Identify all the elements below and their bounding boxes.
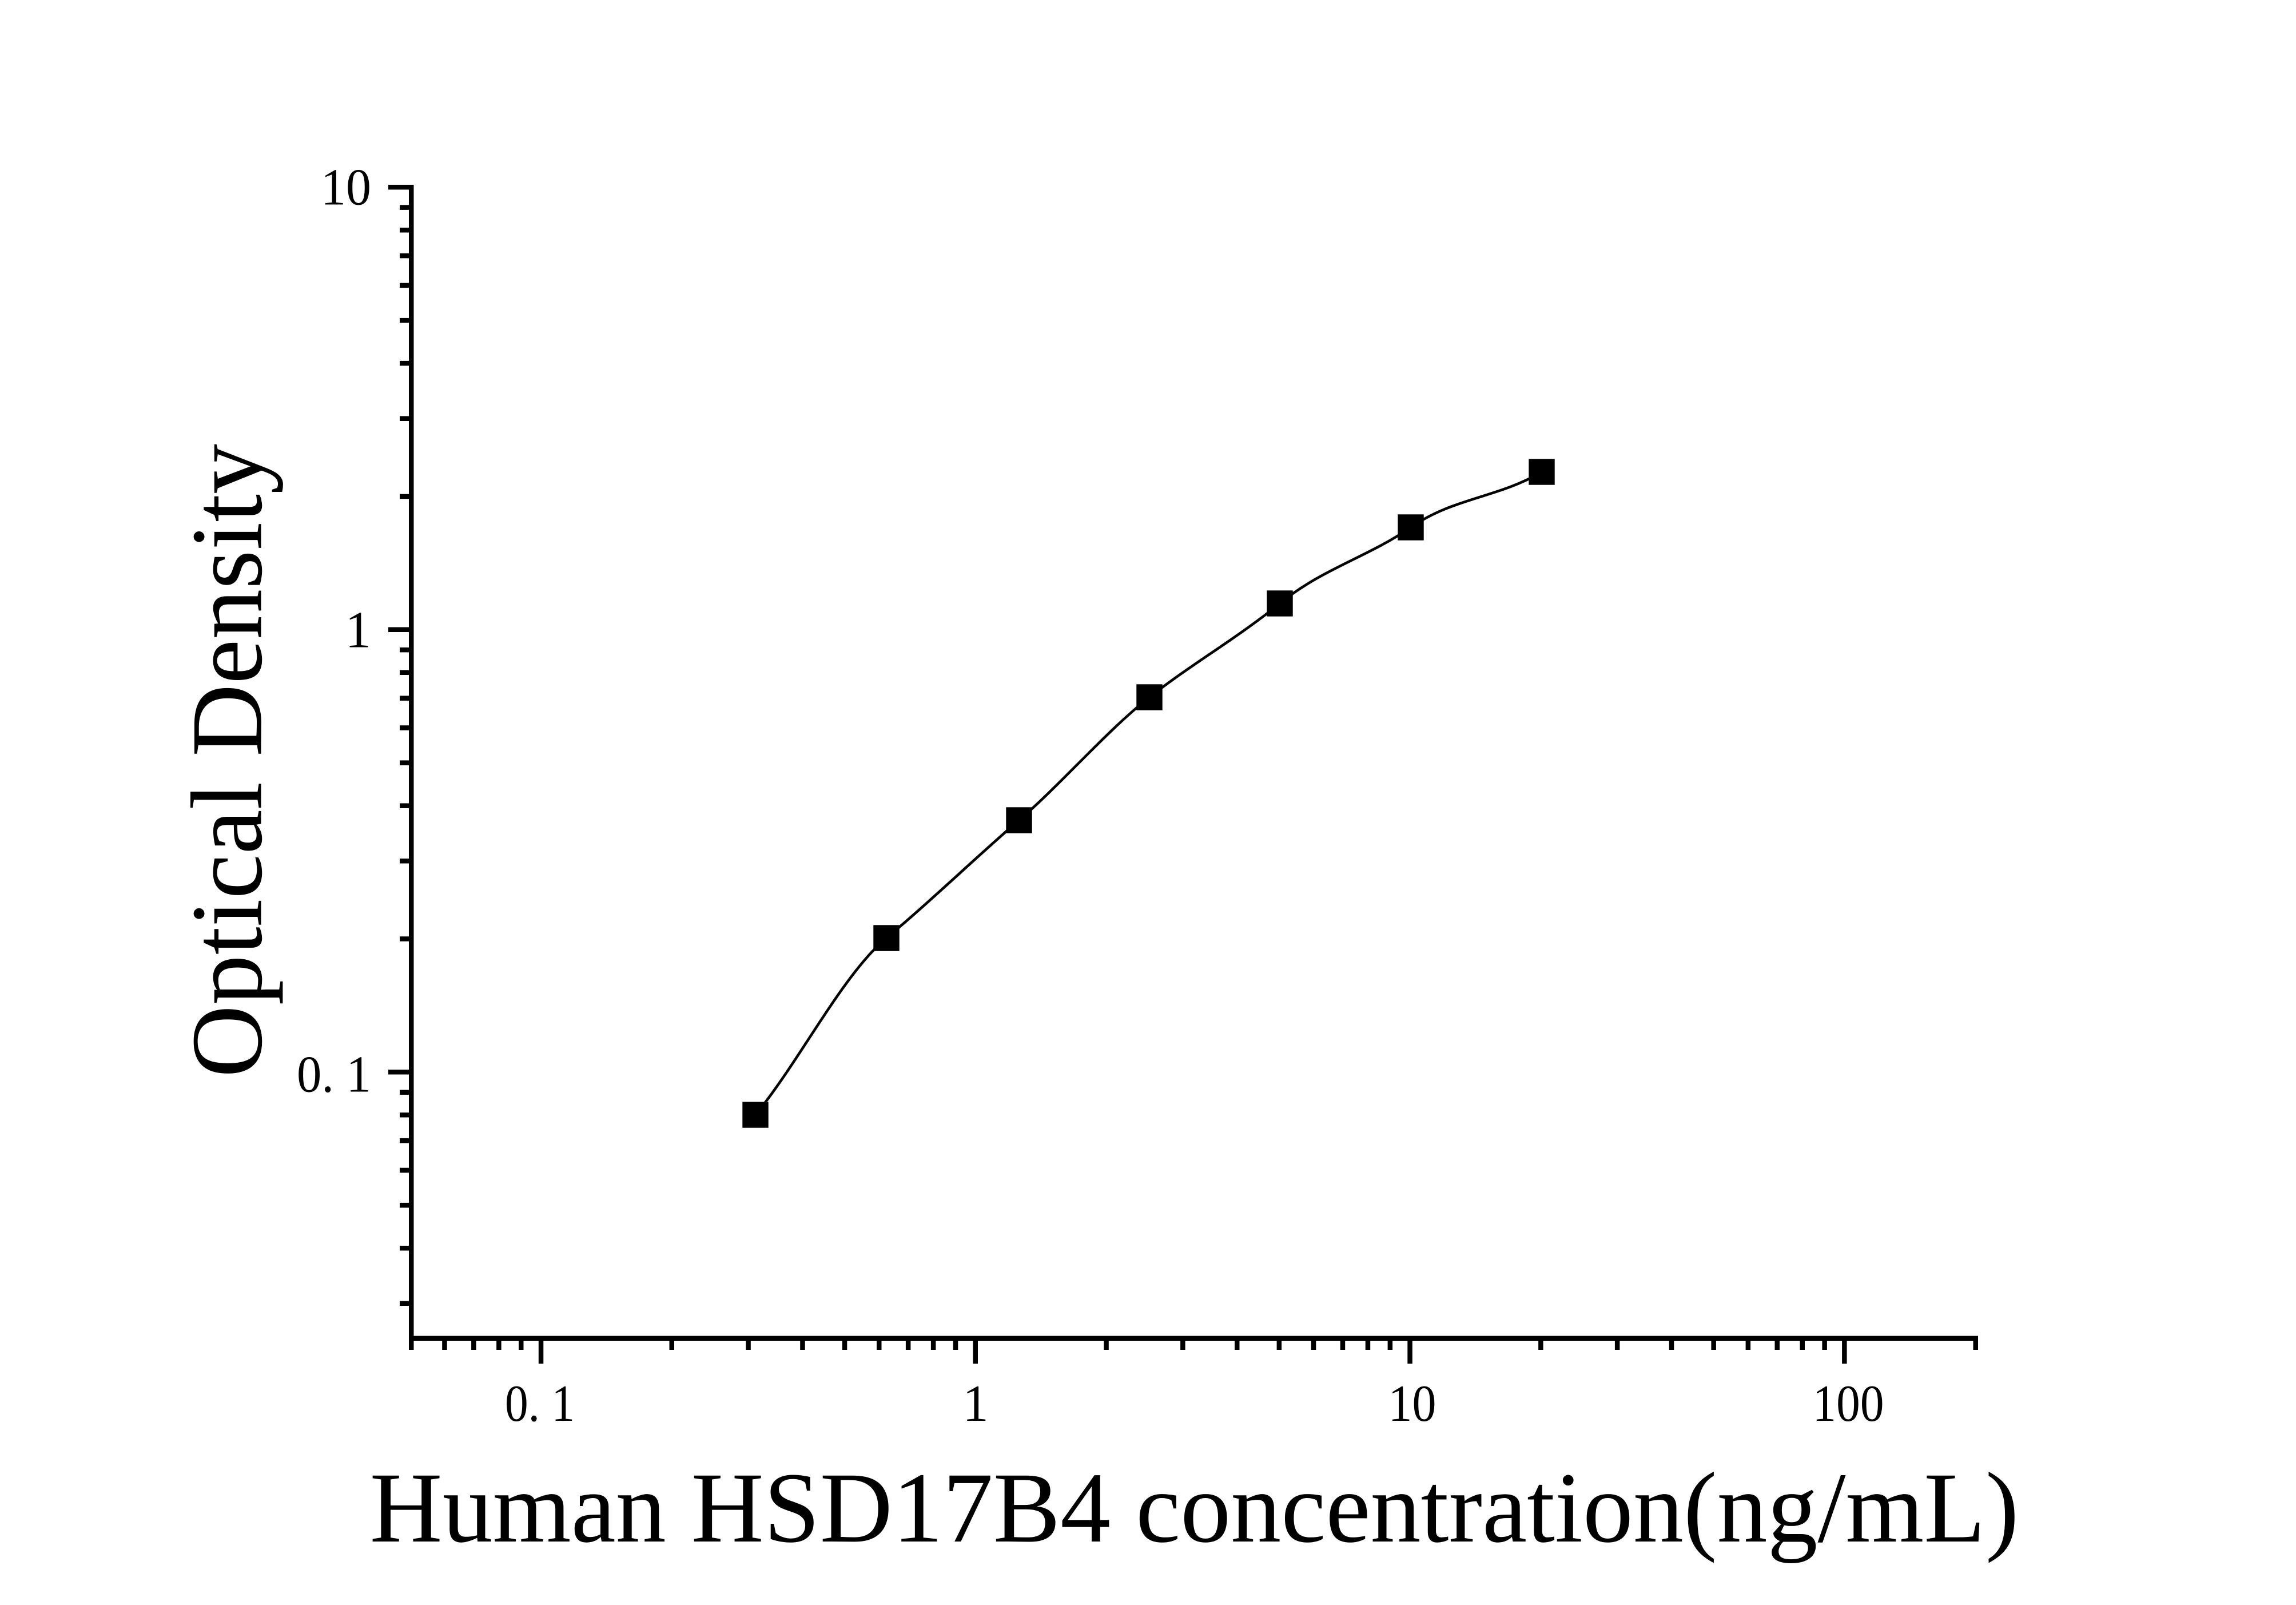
svg-text:10: 10 [1388, 1374, 1437, 1432]
svg-text:100: 100 [1813, 1374, 1884, 1432]
svg-text:1: 1 [962, 1374, 989, 1432]
svg-text:10: 10 [321, 158, 371, 216]
svg-text:1: 1 [345, 601, 372, 659]
svg-text:0. 1: 0. 1 [505, 1374, 575, 1432]
svg-text:Optical Density: Optical Density [170, 444, 284, 1078]
svg-text:Human HSD17B4 concentration(ng: Human HSD17B4 concentration(ng/mL) [370, 1452, 2019, 1564]
svg-text:0. 1: 0. 1 [297, 1046, 371, 1103]
